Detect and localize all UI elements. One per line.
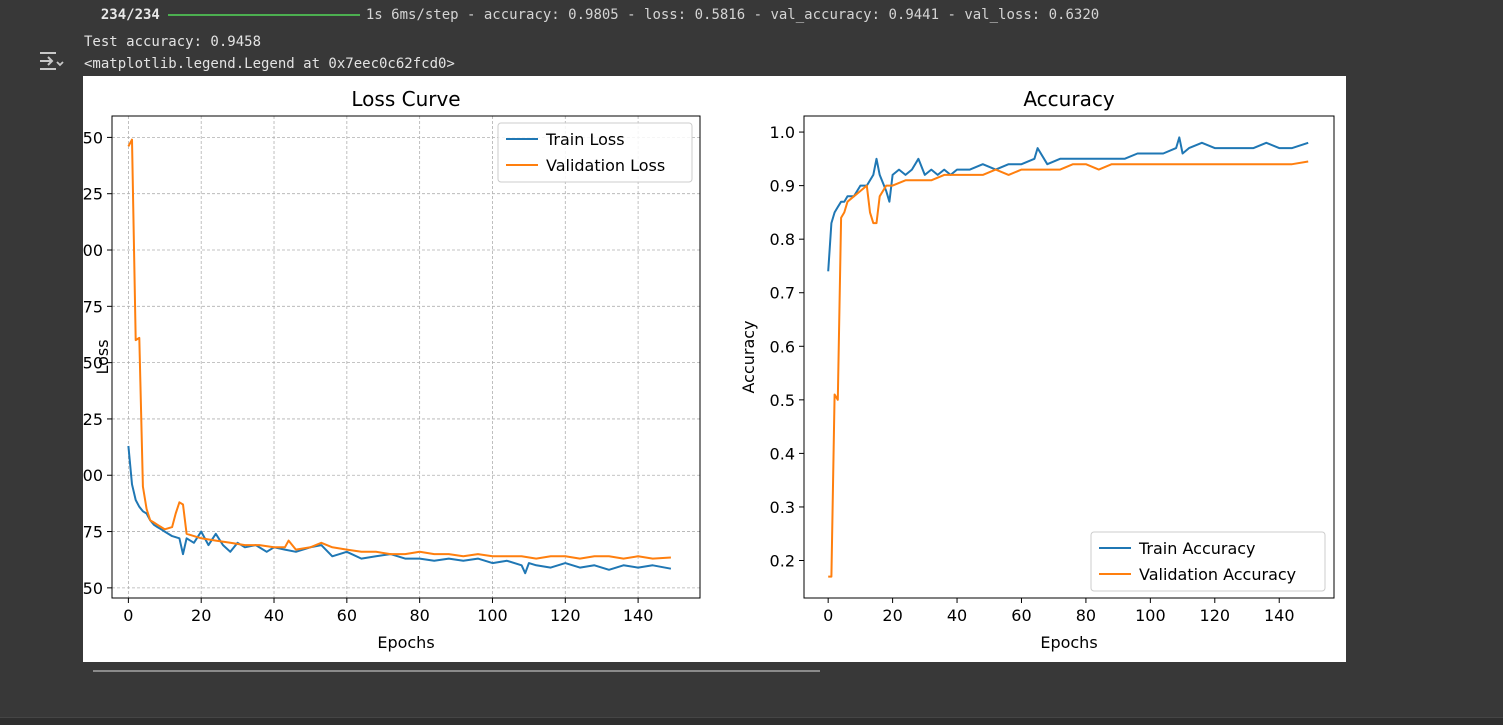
accuracy-x-tick-label: 60 bbox=[1011, 606, 1031, 625]
accuracy-x-tick-label: 80 bbox=[1076, 606, 1096, 625]
accuracy-y-tick-label: 0.9 bbox=[770, 177, 795, 196]
loss-y-tick-label: 2.00 bbox=[83, 241, 103, 260]
matplotlib-figure: 0204060801001201400.500.751.001.251.501.… bbox=[83, 76, 1346, 662]
accuracy-y-tick-label: 0.8 bbox=[770, 230, 795, 249]
accuracy-axes-frame bbox=[803, 115, 1335, 599]
loss-x-tick-label: 80 bbox=[409, 606, 429, 625]
loss-y-tick-label: 1.25 bbox=[83, 410, 103, 429]
loss-y-tick-label: 0.75 bbox=[83, 523, 103, 542]
loss-y-tick-label: 2.50 bbox=[83, 128, 103, 147]
accuracy-y-tick-label: 0.2 bbox=[770, 552, 795, 571]
accuracy-x-tick-label: 40 bbox=[947, 606, 967, 625]
training-log-line: 234/234 1s 6ms/step - accuracy: 0.9805 - … bbox=[84, 0, 1099, 23]
loss-x-tick-label: 140 bbox=[623, 606, 654, 625]
accuracy-y-tick-label: 0.6 bbox=[770, 337, 795, 356]
loss-x-tick-label: 100 bbox=[477, 606, 508, 625]
loss-legend-label-validation: Validation Loss bbox=[546, 156, 665, 175]
accuracy-x-tick-label: 140 bbox=[1264, 606, 1295, 625]
loss-legend-label-train: Train Loss bbox=[545, 130, 625, 149]
loss-x-tick-label: 120 bbox=[550, 606, 581, 625]
loss-x-tick-label: 0 bbox=[123, 606, 133, 625]
accuracy-y-tick-label: 1.0 bbox=[770, 123, 795, 142]
accuracy-x-tick-label: 20 bbox=[882, 606, 902, 625]
training-metrics-text: 1s 6ms/step - accuracy: 0.9805 - loss: 0… bbox=[365, 7, 1100, 23]
accuracy-legend-label-validation: Validation Accuracy bbox=[1139, 565, 1296, 584]
accuracy-series-line-train bbox=[827, 136, 1309, 272]
loss-x-tick-label: 60 bbox=[337, 606, 357, 625]
loss-x-tick-label: 20 bbox=[191, 606, 211, 625]
cell-divider bbox=[0, 717, 1503, 725]
accuracy-x-tick-label: 100 bbox=[1135, 606, 1166, 625]
loss-y-axis-label: Loss bbox=[93, 339, 112, 374]
output-toggle-icon[interactable] bbox=[38, 48, 66, 74]
loss-chart-title: Loss Curve bbox=[351, 87, 460, 111]
accuracy-y-tick-label: 0.3 bbox=[770, 498, 795, 517]
loss-series-line-validation bbox=[127, 138, 671, 560]
loss-legend-box bbox=[497, 122, 693, 183]
progress-count: 234/234 bbox=[100, 7, 160, 23]
accuracy-y-tick-label: 0.7 bbox=[770, 284, 795, 303]
loss-y-tick-label: 0.50 bbox=[83, 579, 103, 598]
accuracy-x-tick-label: 120 bbox=[1200, 606, 1231, 625]
accuracy-legend-label-train: Train Accuracy bbox=[1138, 539, 1256, 558]
accuracy-y-axis-label: Accuracy bbox=[739, 320, 758, 393]
loss-y-tick-label: 2.25 bbox=[83, 185, 103, 204]
loss-y-tick-label: 1.75 bbox=[83, 297, 103, 316]
loss-y-tick-label: 1.00 bbox=[83, 466, 103, 485]
accuracy-legend-box bbox=[1090, 531, 1326, 592]
progress-bar bbox=[167, 14, 360, 16]
accuracy-x-tick-label: 0 bbox=[823, 606, 833, 625]
accuracy-x-axis-label: Epochs bbox=[1040, 633, 1097, 652]
loss-x-tick-label: 40 bbox=[264, 606, 284, 625]
accuracy-y-tick-label: 0.4 bbox=[770, 444, 795, 463]
loss-series-line-train bbox=[127, 445, 672, 575]
accuracy-series-line-validation bbox=[828, 160, 1309, 578]
legend-repr-output: <matplotlib.legend.Legend at 0x7eec0c62f… bbox=[84, 56, 455, 72]
loss-axes-frame bbox=[111, 115, 701, 599]
charts-svg: 0204060801001201400.500.751.001.251.501.… bbox=[83, 87, 1335, 652]
horizontal-scrollbar[interactable] bbox=[93, 670, 820, 672]
accuracy-y-tick-label: 0.5 bbox=[770, 391, 795, 410]
loss-x-axis-label: Epochs bbox=[377, 633, 434, 652]
loss-y-tick-label: 1.50 bbox=[83, 354, 103, 373]
test-accuracy-output: Test accuracy: 0.9458 bbox=[84, 34, 262, 50]
accuracy-chart-title: Accuracy bbox=[1023, 87, 1114, 111]
